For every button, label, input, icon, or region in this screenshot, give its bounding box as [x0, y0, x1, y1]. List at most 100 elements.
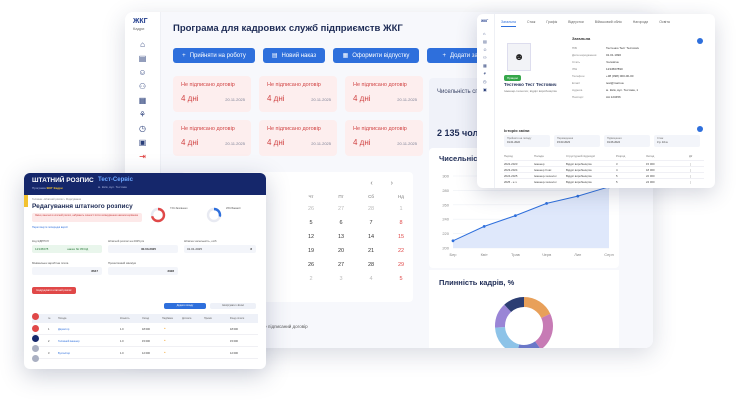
add-history-icon[interactable] [697, 126, 703, 132]
tab-education[interactable]: Освіта [659, 20, 670, 24]
x-tick-label: Серп [604, 252, 614, 257]
calendar-day[interactable]: 29 [397, 262, 405, 268]
new-order-button[interactable]: ▤ Новий наказ [263, 48, 325, 63]
calendar-icon[interactable]: ▦ [138, 96, 147, 105]
table-row[interactable]: 2 Головний інженер 1.0 15 000 15 000 ● [32, 337, 258, 347]
calendar-day[interactable]: 26 [307, 206, 315, 212]
history-row[interactable]: 2024-2025 Інженер-технолог Відділ виробниц… [504, 172, 704, 178]
tab-awards[interactable]: Нагороди [632, 20, 649, 24]
contract-card[interactable]: Не підписано договір 4 дні 20.11.2025 [173, 120, 251, 156]
staff-title: ШТАТНИЙ РОЗПИС [32, 177, 94, 184]
action-circle[interactable] [32, 313, 39, 320]
calendar-day[interactable]: 27 [337, 206, 345, 212]
vacancy-donut [206, 207, 222, 223]
home-icon[interactable]: ⌂ [140, 40, 145, 49]
structure-icon[interactable]: ⚘ [138, 110, 147, 119]
calendar-day[interactable]: 2 [309, 276, 313, 282]
warning-banner: Зміни, внесені в штатний розпис, набуваю… [32, 213, 142, 222]
hire-button[interactable]: + Прийняти на роботу [173, 48, 255, 63]
calendar-day[interactable]: 4 [369, 276, 373, 282]
calendar-day[interactable]: 28 [367, 262, 375, 268]
action-circle[interactable] [32, 335, 39, 342]
calendar-nav[interactable]: ‹ › [370, 180, 401, 187]
field-label: Прожитковий мінімум [108, 261, 136, 265]
action-circle[interactable] [32, 345, 39, 352]
person-icon[interactable]: ☺ [138, 68, 147, 77]
book-icon[interactable]: ▣ [138, 138, 147, 147]
breadcrumb[interactable]: Головна › Штатний розпис › Редагування [32, 198, 82, 201]
tab-general[interactable]: Загальна [501, 20, 516, 27]
tab-military[interactable]: Військовий облік [594, 20, 622, 24]
calendar-day[interactable]: 7 [369, 220, 373, 226]
data-point [482, 225, 486, 228]
headcount-field[interactable]: 01.01.2025 8 [184, 245, 256, 253]
x-tick-label: Квіт [481, 252, 488, 257]
calendar-day[interactable]: 3 [339, 276, 343, 282]
calendar-day[interactable]: 1 [399, 206, 403, 212]
calendar-day[interactable]: 26 [307, 262, 315, 268]
sidebar-icons[interactable]: ⌂ ▤ ☺ ⚇ ▦ ⚘ ◷ ▣ [483, 31, 488, 92]
add-position-button[interactable]: Додати посаду [164, 303, 206, 309]
field-label: Код ЄДРПОУ [32, 239, 50, 243]
users-icon[interactable]: ⚇ [138, 82, 147, 91]
history-row[interactable]: 2023-2024 Інженер II кат. Відділ виробницт… [504, 166, 704, 172]
calendar-day[interactable]: 27 [337, 262, 345, 268]
profile-field: Паспорт AA 123456 [572, 95, 621, 99]
chart-title: Чисельність, % [439, 154, 497, 163]
import-button[interactable]: Імпортувати з Excel [210, 303, 256, 309]
staff-header: ШТАТНИЙ РОЗПИС Програма ЖКГ Кадри Тест-С… [24, 173, 266, 195]
plus-icon: + [442, 52, 446, 59]
history-tile: Прийнято на посаду 01.01.2022 [504, 135, 550, 147]
tab-experience[interactable]: Стаж [526, 20, 536, 24]
history-title: Історія зміни [504, 128, 530, 133]
edrpou-field[interactable]: 12345678 наказ № 05/СД [32, 245, 102, 253]
history-row[interactable]: 2022-2023 Інженер Відділ виробництва 3 15 00… [504, 160, 704, 166]
donut-slice [495, 297, 553, 348]
history-row[interactable]: 2025 - н.ч. Інженер-технолог Відділ виробн… [504, 178, 704, 184]
data-point [451, 239, 455, 243]
contract-card[interactable]: Не підписано договір 4 дні 20.11.2025 [259, 76, 337, 112]
tab-schedule[interactable]: Графік [546, 20, 558, 24]
calendar-day[interactable]: 19 [307, 248, 315, 254]
calendar-day[interactable]: 15 [397, 234, 405, 240]
calendar-day[interactable]: 5 [309, 220, 313, 226]
y-tick-label: 280 [442, 188, 449, 193]
min-wage-field[interactable]: 8647 [32, 267, 102, 275]
contract-card[interactable]: Не підписано договір 4 дні 20.11.2025 [259, 120, 337, 156]
donut-slice [495, 297, 553, 348]
logout-icon[interactable]: ⇥ [139, 152, 146, 161]
calendar-day[interactable]: 22 [397, 248, 405, 254]
app-logo: ЖКГ Кадри [133, 18, 148, 31]
versions-link[interactable]: Переглянути попередні версії [32, 226, 68, 229]
table-row[interactable]: 3 Бухгалтер 1.0 12 000 12 000 ● [32, 349, 258, 359]
calendar-day[interactable]: 8 [399, 220, 403, 226]
contract-card[interactable]: Не підписано договір 4 дні 20.11.2025 [345, 76, 423, 112]
calendar-day[interactable]: 13 [337, 234, 345, 240]
tab-vacations[interactable]: Відпустки [568, 20, 584, 24]
calendar-day[interactable]: 20 [337, 248, 345, 254]
calendar-day[interactable]: 5 [399, 276, 403, 282]
status-dot: ● [164, 351, 166, 354]
calendar-day[interactable]: 14 [367, 234, 375, 240]
edit-icon[interactable] [697, 38, 703, 44]
print-button[interactable]: Надрукувати штатний розпис [32, 287, 76, 294]
contract-card[interactable]: Не підписано договір 4 дні 20.11.2025 [173, 76, 251, 112]
organization-address: м. Київ, вул. Тестова [98, 185, 127, 189]
action-circle[interactable] [32, 325, 39, 332]
vacation-button[interactable]: ▦ Оформити відпустку [333, 48, 419, 63]
calendar-day[interactable]: 21 [367, 248, 375, 254]
subsistence-field[interactable]: 3328 [108, 267, 178, 275]
clock-icon[interactable]: ◷ [139, 124, 146, 133]
series-line [452, 186, 610, 242]
calendar-day[interactable]: 6 [339, 220, 343, 226]
year-field[interactable]: 30.03.2025 [108, 245, 178, 253]
profile-field: Email test@mail.ua [572, 81, 624, 85]
avatar[interactable]: ☻ [507, 43, 531, 71]
calendar-day[interactable]: 28 [367, 206, 375, 212]
calendar-day[interactable]: 12 [307, 234, 315, 240]
action-circle[interactable] [32, 355, 39, 362]
table-row[interactable]: 1 Директор 1.0 18 000 18 000 ● [32, 325, 258, 335]
document-icon[interactable]: ▤ [138, 54, 147, 63]
contract-card[interactable]: Не підписано договір 4 дні 20.11.2025 [345, 120, 423, 156]
